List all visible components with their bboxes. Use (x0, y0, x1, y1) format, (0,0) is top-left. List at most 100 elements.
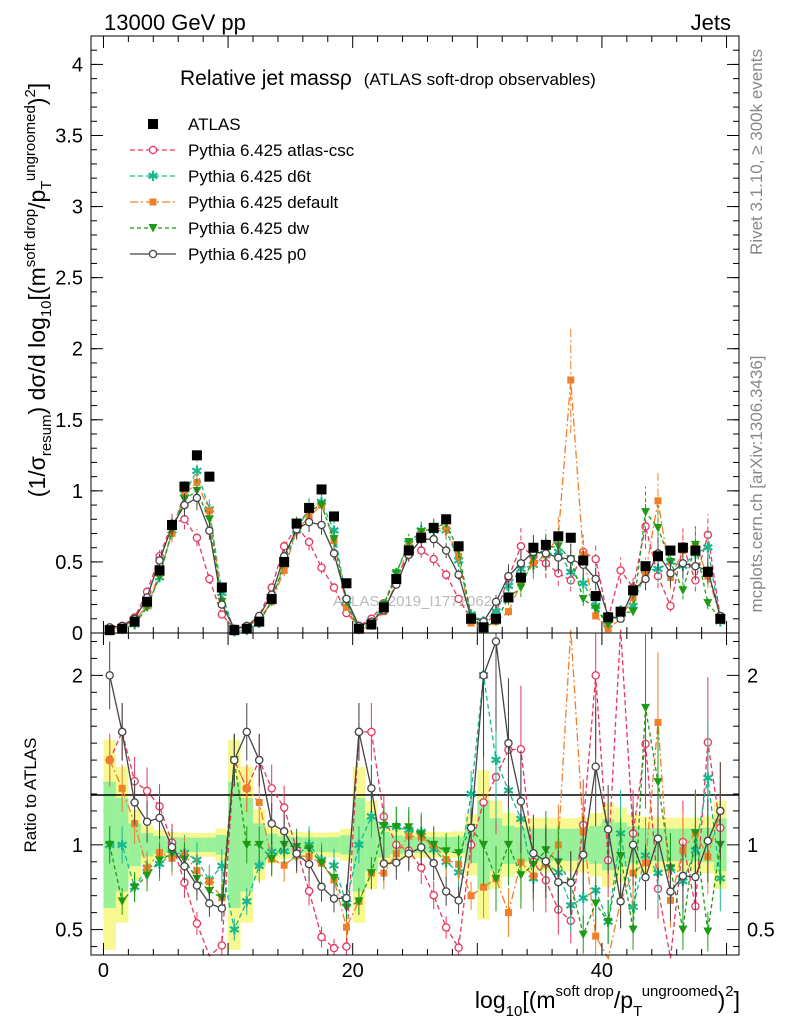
data-point (304, 517, 314, 527)
data-point (578, 594, 588, 604)
atlas-data-point (391, 573, 402, 584)
ratio-point: ✱ (465, 786, 477, 802)
ratio-y-axis-label: Ratio to ATLAS (21, 738, 40, 853)
ratio-point (105, 840, 115, 850)
ratio-y-tick-label: 2 (72, 665, 83, 687)
data-point (205, 526, 214, 535)
data-point: ✱ (191, 463, 203, 479)
ratio-point (118, 784, 126, 792)
legend-marker (148, 119, 158, 129)
ratio-point (703, 836, 713, 846)
atlas-data-point (179, 481, 190, 492)
atlas-data-point (291, 518, 302, 529)
ratio-point (255, 798, 263, 806)
atlas-data-point (528, 542, 539, 553)
data-point (279, 542, 289, 551)
ratio-x-axis: 0 20 40 (98, 633, 728, 982)
ratio-point (317, 859, 327, 868)
ratio-point (416, 843, 426, 852)
ratio-point: ✱ (216, 858, 228, 874)
ratio-band-inner (589, 825, 602, 864)
data-point (204, 515, 214, 524)
chart-subtitle: (ATLAS soft-drop observables) (364, 70, 596, 89)
series-line (109, 518, 721, 630)
ratio-point (354, 897, 364, 906)
atlas-data-point (104, 625, 115, 636)
ratio-y-axis: 0.5 0.5 1 1 2 2 (55, 640, 775, 948)
data-point (391, 569, 401, 578)
ratio-band-inner (564, 828, 577, 861)
data-point (342, 603, 350, 611)
ratio-y-tick-label: 1 (72, 835, 83, 857)
ratio-point (429, 890, 438, 900)
ratio-point (367, 784, 376, 793)
main-series-group: ✱✱✱✱✱✱✱✱✱✱✱✱✱✱✱✱✱✱✱✱✱✱✱✱✱✱✱✱✱✱✱✱✱✱✱✱✱✱✱✱… (104, 326, 726, 640)
ratio-band-inner (489, 818, 503, 872)
main-y-tick-label: 1 (72, 481, 83, 503)
data-point (690, 540, 700, 550)
atlas-data-point (665, 545, 676, 556)
ratio-point (242, 840, 252, 850)
ratio-point (280, 861, 288, 869)
ratio-point: ✱ (228, 922, 240, 938)
legend-marker (148, 224, 158, 233)
atlas-data-point (304, 502, 315, 513)
main-y-tick-label: 0.5 (55, 552, 83, 574)
data-point (516, 559, 526, 568)
data-point (441, 546, 451, 555)
atlas-data-point (204, 471, 215, 482)
ratio-point (467, 892, 475, 900)
ratio-point (691, 872, 700, 882)
data-point (691, 561, 700, 571)
data-point (155, 556, 164, 565)
ratio-point (167, 842, 177, 852)
ratio-point (703, 927, 713, 937)
ratio-band-inner (128, 823, 141, 867)
atlas-data-point (403, 545, 414, 556)
energy-label: 13000 GeV pp (104, 10, 246, 35)
atlas-data-point (441, 514, 452, 525)
data-point (342, 594, 351, 604)
ratio-point (304, 886, 314, 896)
ratio-point (541, 856, 551, 866)
ratio-point (267, 784, 276, 793)
legend-marker (148, 145, 158, 155)
data-point (541, 549, 551, 558)
data-point (641, 508, 651, 517)
data-point (441, 570, 451, 579)
ratio-y-tick-label: 0.5 (55, 920, 83, 942)
ratio-point (117, 727, 127, 737)
ratio-point (666, 887, 675, 896)
ratio-point (392, 858, 401, 867)
legend-label: Pythia 6.425 p0 (188, 245, 306, 264)
atlas-data-point (491, 613, 501, 624)
ratio-line (109, 629, 721, 961)
ratio-point (441, 887, 451, 896)
ratio-point (616, 897, 625, 906)
ratio-point (404, 849, 414, 858)
ratio-point (653, 778, 663, 787)
data-point (517, 579, 525, 587)
data-point (329, 549, 339, 558)
atlas-data-point (416, 532, 427, 543)
data-point: ✱ (577, 575, 589, 591)
ratio-point (279, 803, 289, 812)
ratio-point (217, 904, 227, 913)
ratio-point (267, 819, 276, 828)
ratio-point (641, 873, 650, 882)
data-point (592, 612, 600, 620)
ratio-point (142, 871, 152, 881)
mcplots-label: mcplots.cern.ch [arXiv:1306.3436] (747, 355, 766, 612)
ratio-point (254, 840, 264, 850)
data-point (678, 586, 688, 595)
main-y-tick-label: 2 (72, 339, 83, 361)
legend-marker (148, 249, 158, 259)
ratio-point (317, 932, 326, 942)
ratio-point (279, 827, 289, 836)
legend-label: Pythia 6.425 d6t (188, 167, 311, 186)
data-point (205, 574, 214, 584)
data-point (304, 537, 314, 547)
data-point (504, 608, 512, 616)
ratio-point (317, 882, 326, 892)
